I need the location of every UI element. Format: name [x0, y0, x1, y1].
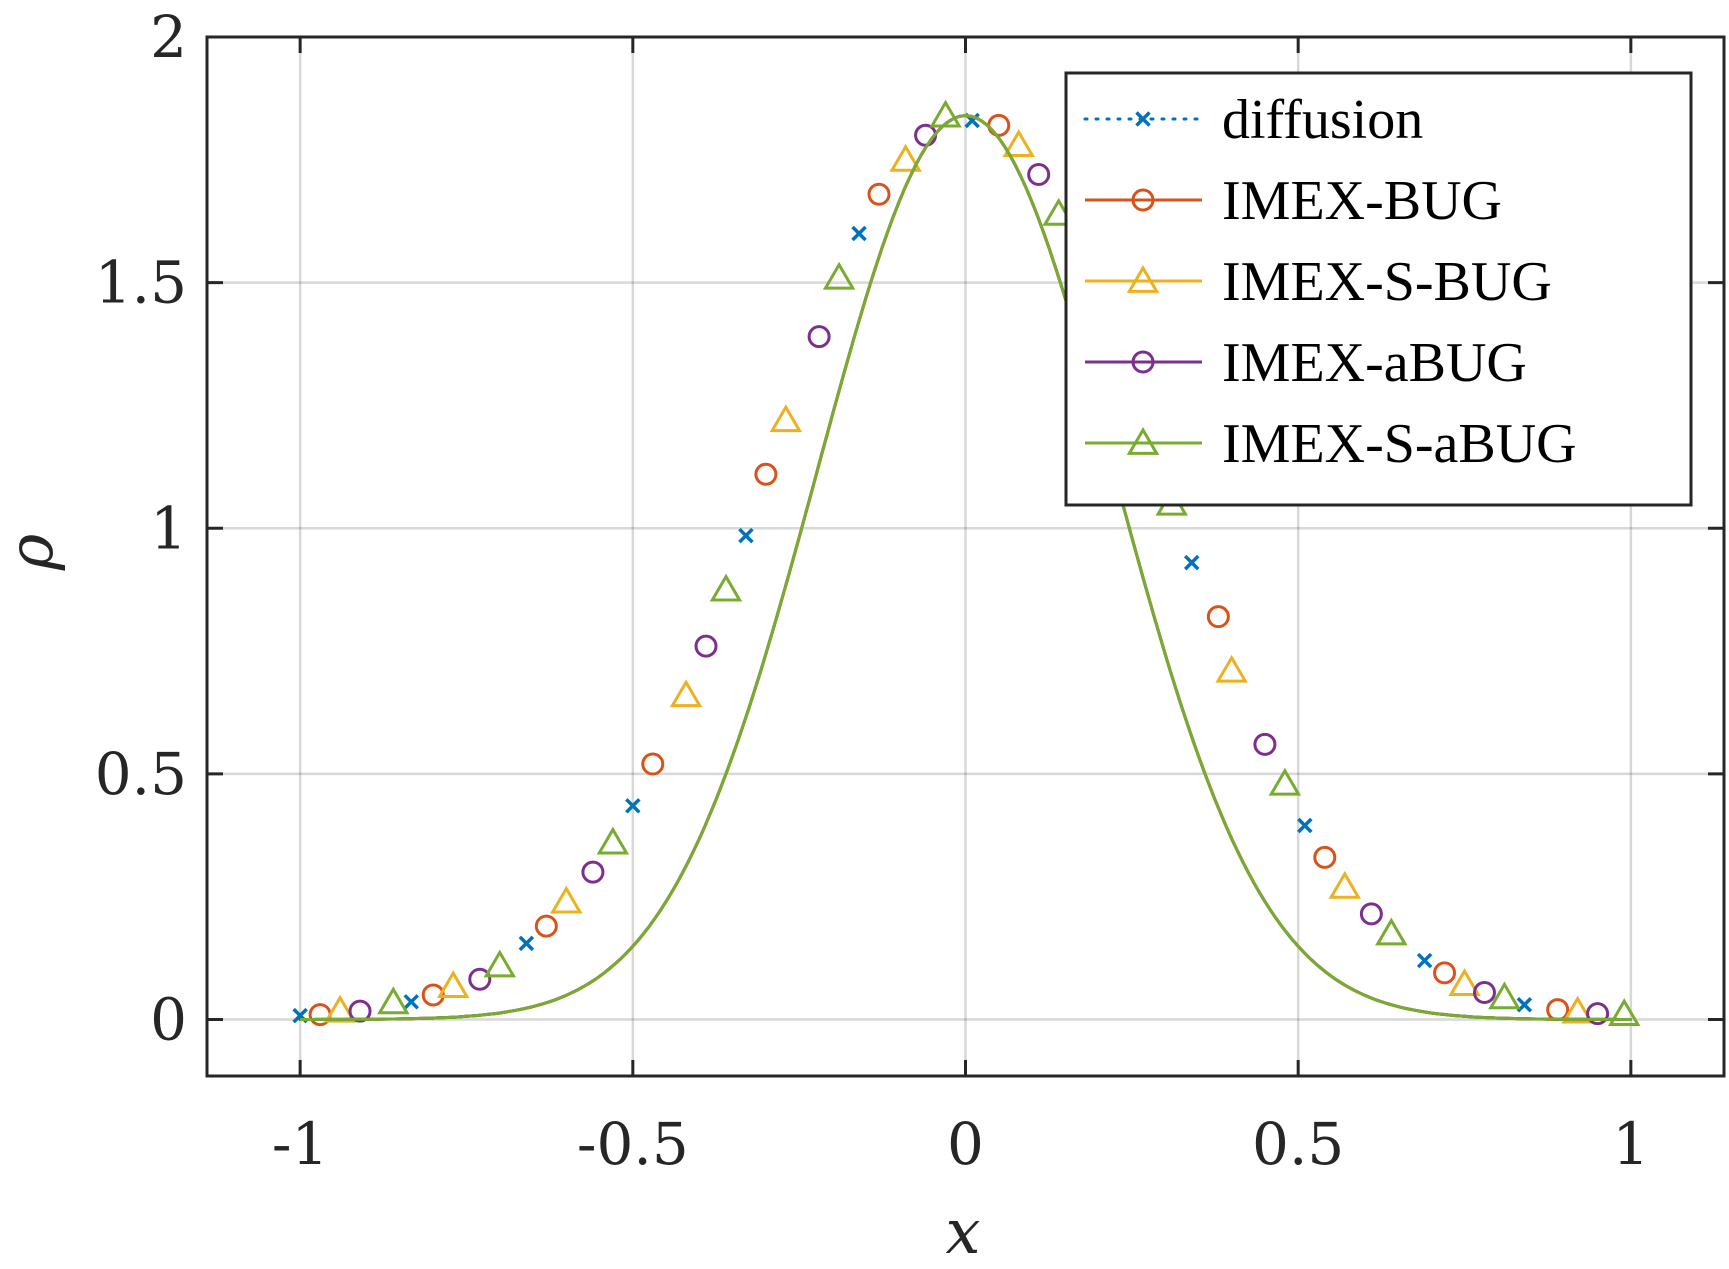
data-point-3-6	[1027, 163, 1051, 187]
data-point-2-3	[669, 679, 703, 708]
data-point-0-1	[403, 994, 420, 1010]
legend-label-4: IMEX-S-aBUG	[1222, 413, 1577, 475]
data-point-0-5	[851, 225, 867, 242]
data-point-3-3	[694, 634, 718, 658]
legend-marker-3	[1131, 350, 1155, 374]
data-point-4-5	[929, 99, 962, 128]
x-axis-label: x	[946, 1195, 981, 1268]
data-point-0-4	[738, 527, 754, 544]
data-point-4-4	[822, 261, 856, 290]
data-point-0-2	[518, 935, 535, 952]
data-point-2-6	[1002, 129, 1035, 157]
data-point-2-9	[1448, 968, 1481, 997]
data-point-2-5	[889, 143, 922, 172]
legend-marker-4	[1126, 427, 1160, 455]
data-point-1-3	[641, 752, 665, 776]
y-tick-label-3: 1.5	[95, 249, 187, 317]
legend-box	[1064, 71, 1693, 507]
data-point-0-7	[1183, 554, 1200, 571]
data-point-1-9	[1433, 961, 1457, 985]
legend-item-3: IMEX-aBUG	[1085, 332, 1527, 394]
data-point-2-7	[1215, 654, 1248, 683]
data-point-0-3	[625, 798, 641, 814]
data-point-3-4	[807, 325, 831, 349]
data-point-3-1	[468, 967, 492, 991]
legend-label-2: IMEX-S-BUG	[1222, 251, 1552, 313]
data-point-3-10	[1586, 1002, 1610, 1026]
data-point-1-4	[754, 462, 778, 486]
legend-item-0: diffusion	[1083, 89, 1423, 151]
x-tick-label-0: -1	[272, 1110, 329, 1178]
data-point-4-2	[596, 826, 630, 855]
data-point-3-9	[1472, 980, 1496, 1004]
data-point-2-8	[1328, 870, 1362, 899]
data-point-1-5	[867, 182, 891, 206]
x-tick-label-4: 1	[1612, 1110, 1649, 1178]
x-tick-label-1: -0.5	[577, 1110, 689, 1178]
series-line-4	[300, 114, 1631, 1021]
legend-item-1: IMEX-BUG	[1085, 170, 1502, 232]
data-point-2-4	[769, 404, 803, 433]
y-tick-label-0: 0	[150, 986, 187, 1054]
series-layer	[292, 99, 1641, 1027]
x-tick-label-3: 0.5	[1252, 1110, 1344, 1178]
data-point-1-1	[421, 983, 445, 1007]
legend-label-1: IMEX-BUG	[1222, 170, 1502, 232]
data-point-3-2	[581, 860, 605, 884]
data-point-3-8	[1359, 902, 1383, 926]
data-point-2-10	[1561, 995, 1594, 1024]
data-point-4-1	[483, 949, 517, 978]
legend-label-0: diffusion	[1222, 89, 1423, 151]
data-point-0-8	[1297, 817, 1313, 834]
x-tick-label-2: 0	[947, 1110, 984, 1178]
y-tick-label-2: 1	[150, 494, 187, 562]
legend-marker-1	[1131, 188, 1155, 212]
data-point-1-8	[1313, 845, 1337, 869]
y-tick-label-4: 2	[150, 3, 187, 71]
data-point-1-7	[1206, 605, 1230, 629]
data-point-4-8	[1268, 767, 1302, 796]
axes	[205, 35, 1726, 1078]
legend-marker-0	[1135, 111, 1151, 127]
legend: diffusion IMEX-BUG IMEX-S-BUG IMEX-aBUG IMEX…	[1064, 71, 1693, 507]
legend-item-2: IMEX-S-BUG	[1085, 251, 1552, 313]
data-point-4-10	[1488, 981, 1521, 1010]
data-point-4-9	[1375, 917, 1408, 946]
y-axis-label: ρ	[0, 534, 67, 571]
y-tick-label-1: 0.5	[95, 740, 187, 808]
data-point-1-2	[534, 914, 558, 938]
data-point-2-1	[436, 970, 470, 999]
data-point-4-11	[1607, 998, 1641, 1027]
legend-item-4: IMEX-S-aBUG	[1085, 413, 1577, 475]
tick-labels: -1 -0.5 0 0.5 1 0 0.5 1 1.5 2	[95, 3, 1650, 1178]
data-point-4-3	[709, 573, 743, 602]
series-imex-s-abug	[300, 99, 1641, 1027]
data-point-2-0	[323, 994, 357, 1023]
data-point-0-9	[1416, 952, 1433, 969]
data-point-3-7	[1253, 732, 1277, 756]
data-point-3-0	[348, 999, 372, 1023]
data-point-2-2	[550, 885, 583, 914]
legend-marker-2	[1126, 265, 1160, 293]
data-point-4-0	[377, 986, 410, 1015]
legend-label-3: IMEX-aBUG	[1222, 332, 1527, 394]
